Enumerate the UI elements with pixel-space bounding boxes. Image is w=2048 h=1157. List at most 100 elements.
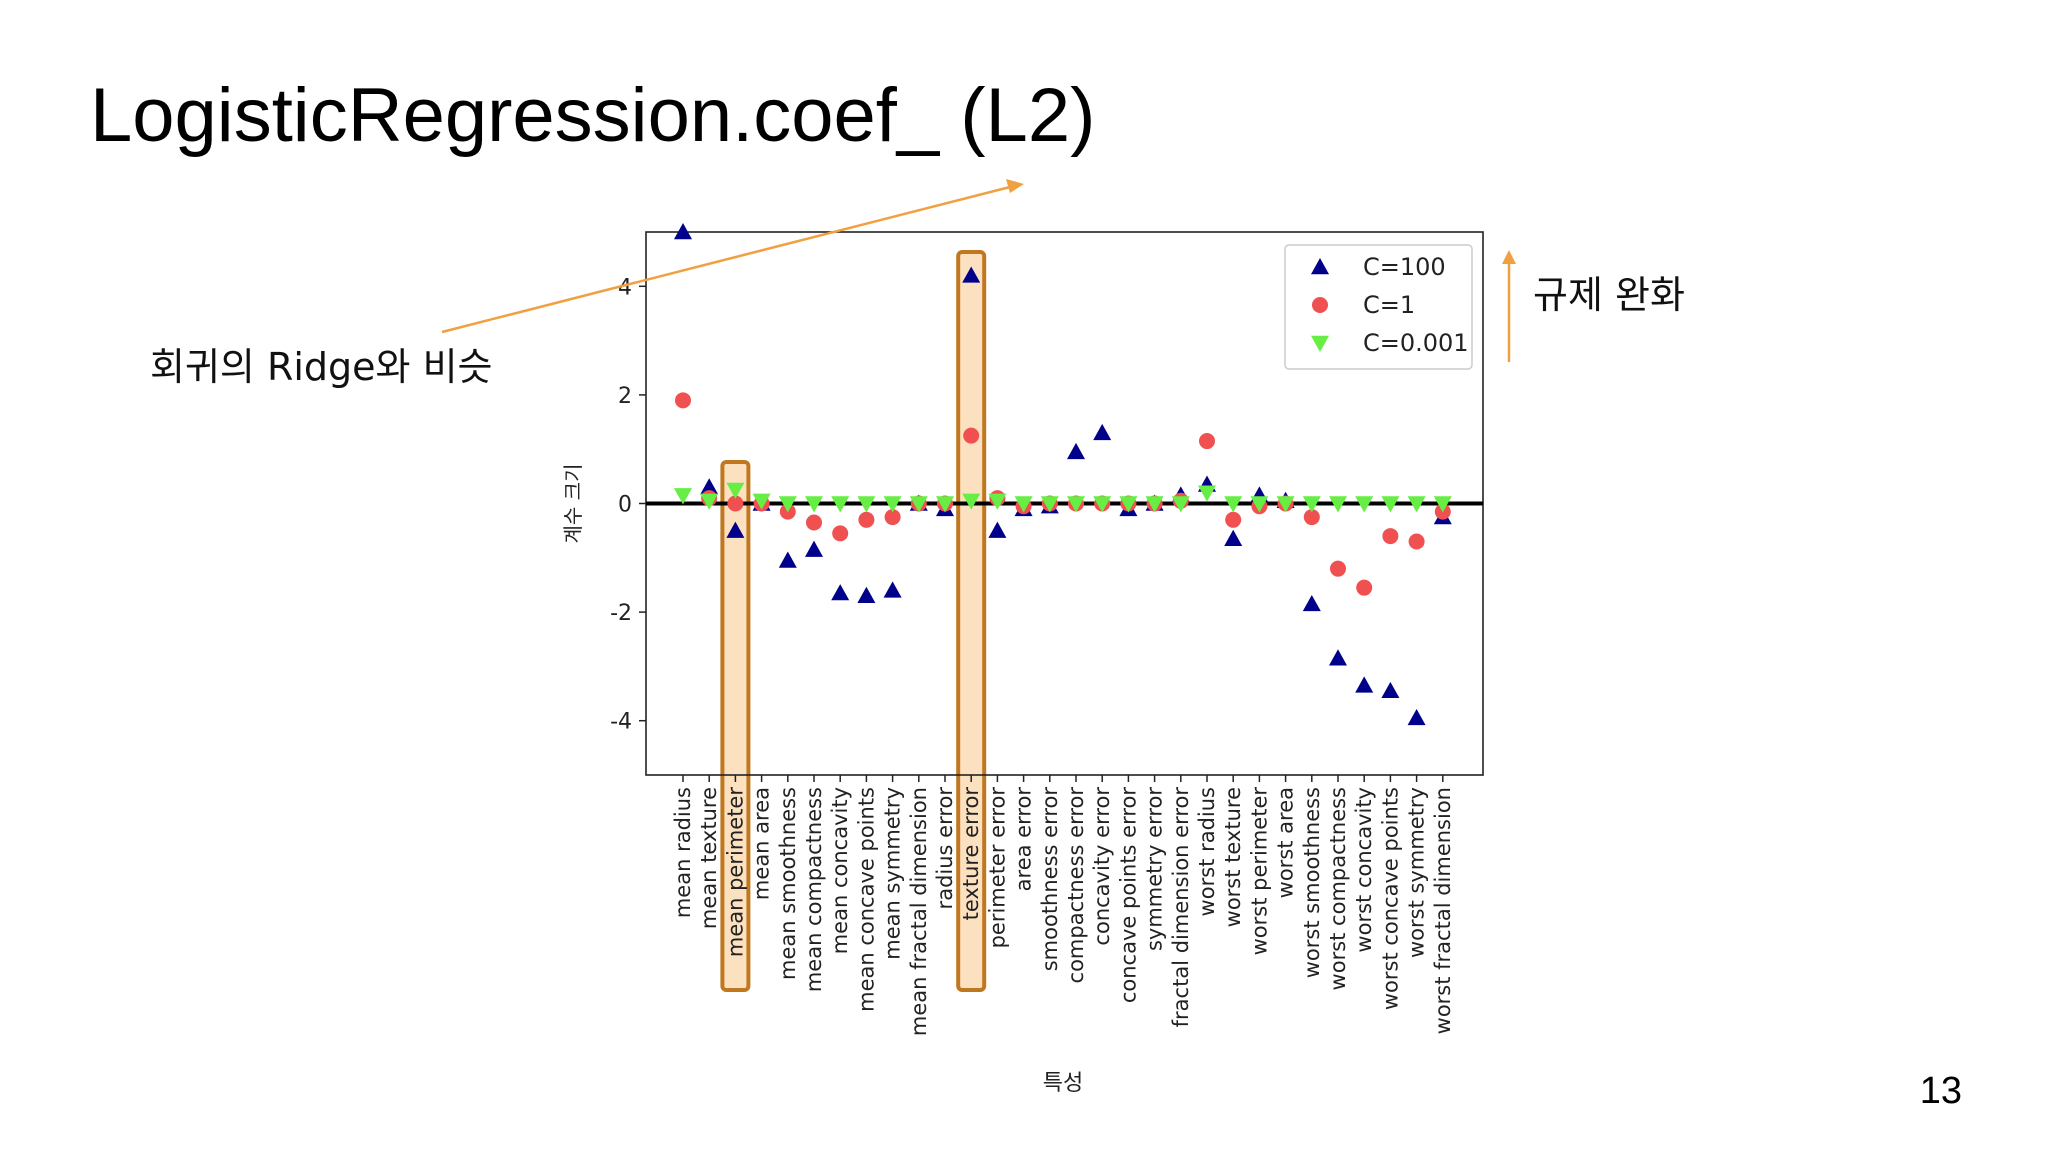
x-tick-label: mean concave points <box>854 787 878 1012</box>
y-tick-label: 2 <box>618 384 632 409</box>
regularization-note: 규제 완화 <box>1533 273 1685 317</box>
x-tick-label: mean fractal dimension <box>907 787 931 1036</box>
data-point-s2-6 <box>831 496 850 513</box>
data-point-s2-22 <box>1250 496 1269 513</box>
data-point-s2-11 <box>962 493 981 510</box>
x-tick-label: worst fractal dimension <box>1431 787 1455 1034</box>
data-point-s2-27 <box>1381 496 1400 513</box>
data-point-s1-7 <box>858 511 875 528</box>
highlight-box-0 <box>720 460 751 992</box>
ridge-arrow-head <box>1006 179 1024 193</box>
x-tick-label: worst area <box>1274 787 1298 898</box>
data-point-s1-20 <box>1199 433 1215 450</box>
data-point-s2-7 <box>857 496 876 513</box>
data-point-s2-0 <box>674 488 692 505</box>
x-axis-label: 특성 <box>1043 1071 1083 1096</box>
data-point-s2-18 <box>1145 496 1164 513</box>
data-point-s1-6 <box>832 525 849 542</box>
data-point-s0-7 <box>857 586 876 604</box>
data-point-s1-28 <box>1408 533 1425 550</box>
x-tick-label: worst texture <box>1221 787 1245 927</box>
legend-marker-2 <box>1311 335 1329 352</box>
data-point-s0-8 <box>883 581 902 598</box>
page-number: 13 <box>1919 1070 1962 1112</box>
data-point-s0-12 <box>988 521 1007 538</box>
x-tick-label: smoothness error <box>1038 787 1062 972</box>
data-point-s2-26 <box>1355 496 1374 513</box>
x-tick-label: mean symmetry <box>881 787 905 960</box>
x-tick-label: mean area <box>750 787 774 900</box>
data-point-s1-24 <box>1303 509 1320 526</box>
data-point-s1-27 <box>1382 528 1399 545</box>
data-point-s0-26 <box>1355 676 1374 693</box>
data-point-s0-0 <box>674 223 692 240</box>
data-point-s2-15 <box>1067 496 1085 513</box>
data-point-s2-3 <box>752 493 771 510</box>
data-point-s2-13 <box>1014 496 1033 513</box>
data-point-s1-8 <box>884 509 901 526</box>
data-point-s2-8 <box>883 496 902 513</box>
x-tick-label: mean radius <box>671 787 695 918</box>
data-point-s2-14 <box>1040 496 1059 513</box>
y-tick-label: -2 <box>610 601 632 626</box>
x-tick-label: worst radius <box>1195 787 1219 916</box>
y-tick-label: 4 <box>618 275 632 300</box>
data-point-s1-21 <box>1225 511 1242 528</box>
data-point-s1-5 <box>806 514 822 531</box>
x-tick-label: mean texture <box>697 787 721 929</box>
slide-title: LogisticRegression.coef_ (L2) <box>90 73 1096 158</box>
x-tick-label: worst symmetry <box>1405 787 1429 958</box>
data-point-s2-23 <box>1276 496 1295 513</box>
data-point-s1-11 <box>963 427 980 444</box>
data-point-s2-16 <box>1093 496 1112 513</box>
data-point-s1-25 <box>1330 560 1346 577</box>
data-point-s2-19 <box>1171 496 1190 513</box>
data-point-s0-4 <box>778 551 797 568</box>
data-point-s2-9 <box>909 496 928 513</box>
data-point-s1-2 <box>727 495 744 512</box>
data-point-s0-11 <box>962 266 981 283</box>
data-point-s0-5 <box>805 540 823 557</box>
data-point-s2-1 <box>700 493 719 510</box>
x-tick-label: mean smoothness <box>776 787 800 980</box>
x-tick-label: worst concavity <box>1352 787 1376 953</box>
x-tick-label: texture error <box>959 787 983 921</box>
data-point-s2-17 <box>1119 496 1138 513</box>
x-tick-label: area error <box>1012 787 1036 892</box>
relax-arrow-head <box>1502 250 1516 264</box>
y-tick-label: 0 <box>618 493 632 518</box>
x-tick-label: mean perimeter <box>723 787 747 957</box>
data-point-s2-12 <box>988 493 1007 510</box>
data-point-s1-0 <box>675 392 691 409</box>
legend-label-0: C=100 <box>1363 253 1446 281</box>
x-tick-label: mean compactness <box>802 787 826 992</box>
data-point-s0-15 <box>1067 442 1085 460</box>
x-tick-label: compactness error <box>1064 787 1088 984</box>
x-tick-label: worst smoothness <box>1300 787 1324 978</box>
x-tick-label: worst perimeter <box>1247 787 1271 956</box>
data-point-s0-1 <box>700 478 719 495</box>
y-axis-label: 계수 크기 <box>561 464 585 544</box>
data-point-s0-2 <box>726 521 745 538</box>
x-tick-label: fractal dimension error <box>1169 787 1193 1028</box>
data-point-s2-25 <box>1329 496 1347 513</box>
data-point-s2-4 <box>778 496 797 513</box>
data-point-s0-27 <box>1381 681 1400 699</box>
x-tick-label: radius error <box>933 787 957 910</box>
data-point-s2-2 <box>726 482 745 499</box>
data-point-s1-26 <box>1356 579 1373 596</box>
data-point-s2-28 <box>1407 496 1426 513</box>
data-point-s2-20 <box>1198 485 1216 502</box>
x-tick-label: worst concave points <box>1378 787 1402 1010</box>
x-tick-label: mean concavity <box>828 787 852 954</box>
data-point-s2-24 <box>1302 496 1321 513</box>
data-point-s0-21 <box>1224 529 1243 546</box>
legend-label-2: C=0.001 <box>1363 329 1469 357</box>
data-point-s2-5 <box>805 496 823 513</box>
x-tick-label: perimeter error <box>985 787 1009 949</box>
data-point-s0-16 <box>1093 423 1112 441</box>
legend-marker-1 <box>1312 297 1328 313</box>
y-tick-label: -4 <box>610 710 632 735</box>
